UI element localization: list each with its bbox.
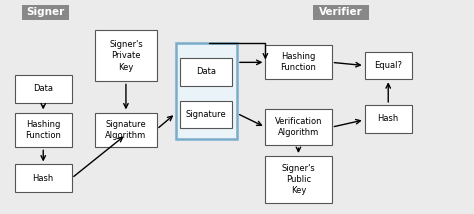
- FancyBboxPatch shape: [265, 156, 331, 203]
- Text: Hashing
Function: Hashing Function: [281, 52, 316, 72]
- FancyBboxPatch shape: [313, 5, 369, 20]
- Text: Signer: Signer: [27, 7, 65, 17]
- Text: Hash: Hash: [378, 114, 399, 123]
- Text: Data: Data: [33, 85, 53, 94]
- FancyBboxPatch shape: [265, 109, 331, 145]
- FancyBboxPatch shape: [95, 113, 156, 147]
- FancyBboxPatch shape: [95, 30, 156, 82]
- Text: Signature: Signature: [186, 110, 227, 119]
- Text: Verification
Algorithm: Verification Algorithm: [275, 117, 322, 137]
- Text: Hashing
Function: Hashing Function: [25, 120, 61, 140]
- FancyBboxPatch shape: [15, 164, 72, 192]
- Text: Equal?: Equal?: [374, 61, 402, 70]
- FancyBboxPatch shape: [22, 5, 69, 20]
- Text: Verifier: Verifier: [319, 7, 363, 17]
- Text: Data: Data: [196, 67, 216, 76]
- Text: Hash: Hash: [33, 174, 54, 183]
- FancyBboxPatch shape: [180, 101, 232, 128]
- Text: Signer's
Public
Key: Signer's Public Key: [282, 164, 315, 195]
- FancyBboxPatch shape: [265, 45, 331, 79]
- Text: Signature
Algorithm: Signature Algorithm: [105, 120, 146, 140]
- FancyBboxPatch shape: [15, 75, 72, 103]
- FancyBboxPatch shape: [365, 105, 412, 132]
- FancyBboxPatch shape: [180, 58, 232, 86]
- FancyBboxPatch shape: [175, 43, 237, 139]
- FancyBboxPatch shape: [365, 52, 412, 79]
- Text: Signer's
Private
Key: Signer's Private Key: [109, 40, 143, 71]
- FancyBboxPatch shape: [15, 113, 72, 147]
